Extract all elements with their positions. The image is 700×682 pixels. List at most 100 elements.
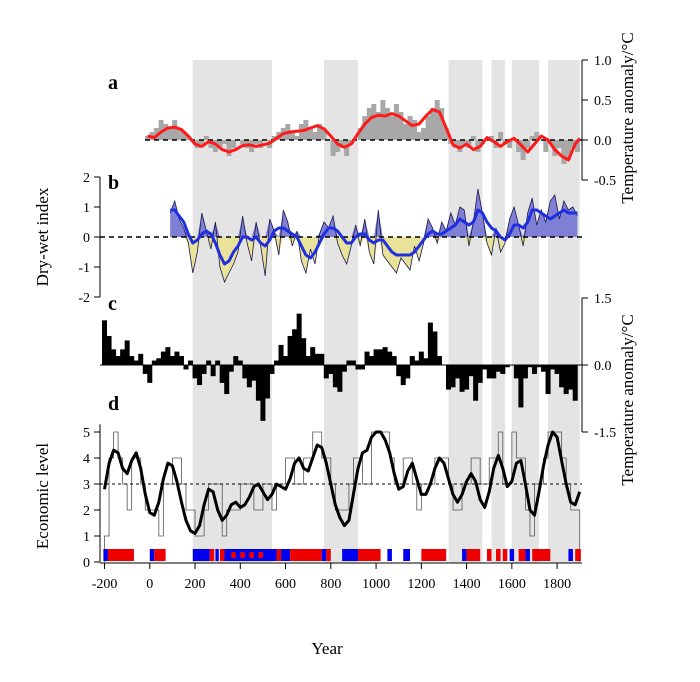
event-mark-red xyxy=(258,552,263,558)
temp-anomaly-bar xyxy=(301,338,307,365)
temp-anomaly-bar xyxy=(355,365,361,370)
temp-anomaly-bar xyxy=(264,365,270,399)
y-axis-label-d: Economic level xyxy=(33,443,52,549)
temp-anomaly-bar xyxy=(486,365,492,379)
temp-anomaly-bar xyxy=(111,349,117,365)
anomaly-bar xyxy=(375,112,381,140)
x-axis-label: Year xyxy=(311,639,343,658)
panel-a-ytick-label: 0.5 xyxy=(594,94,612,109)
temp-anomaly-bar xyxy=(450,365,456,388)
temp-anomaly-bar xyxy=(482,365,488,370)
temp-anomaly-bar xyxy=(382,347,388,365)
temp-anomaly-bar xyxy=(495,365,501,372)
panel-d-ytick-label: 3 xyxy=(83,478,90,493)
temp-anomaly-bar xyxy=(378,349,384,365)
anomaly-bar xyxy=(398,112,404,140)
temp-anomaly-bar xyxy=(423,358,429,365)
temp-anomaly-bar xyxy=(156,358,162,365)
anomaly-bar xyxy=(443,128,449,140)
panel-letter-a: a xyxy=(108,72,118,94)
temp-anomaly-bar xyxy=(337,365,343,392)
anomaly-bar xyxy=(312,132,318,140)
temp-anomaly-bar xyxy=(550,365,556,370)
event-segment-red xyxy=(219,549,225,561)
event-segment-red xyxy=(466,549,481,561)
panel-a-ytick-label: 1.0 xyxy=(594,54,612,69)
anomaly-bar xyxy=(181,132,187,140)
anomaly-bar xyxy=(221,140,227,144)
temp-anomaly-bar xyxy=(369,356,375,365)
temp-anomaly-bar xyxy=(160,351,166,365)
event-segment-blue xyxy=(509,549,515,561)
event-bar xyxy=(103,549,581,561)
temp-anomaly-bar xyxy=(459,365,465,392)
anomaly-bar xyxy=(380,100,386,140)
temp-anomaly-bar xyxy=(432,331,438,365)
anomaly-bar xyxy=(217,140,223,148)
temp-anomaly-bar xyxy=(151,360,157,365)
event-mark-red xyxy=(240,552,245,558)
temp-anomaly-bar xyxy=(219,365,225,383)
temp-anomaly-bar xyxy=(224,365,230,395)
temp-anomaly-bar xyxy=(491,365,497,379)
temp-anomaly-bar xyxy=(396,365,402,377)
temp-anomaly-bar xyxy=(541,365,547,372)
x-axis: -200 0 200 400 600 800 1000 1200 1400 1600 1800 xyxy=(92,562,582,592)
temp-anomaly-bar xyxy=(138,353,144,365)
event-segment-blue xyxy=(568,549,573,561)
temp-anomaly-bar xyxy=(563,365,569,395)
temp-anomaly-bar xyxy=(500,365,506,374)
anomaly-bar xyxy=(317,124,323,140)
economic-smooth-line xyxy=(103,430,582,535)
temp-anomaly-bar xyxy=(201,365,207,374)
xtick-label: 1600 xyxy=(498,577,526,592)
anomaly-bar xyxy=(461,140,467,144)
panel-letter-d: d xyxy=(108,393,119,415)
temp-anomaly-bar xyxy=(572,365,578,401)
xtick-label: 1800 xyxy=(543,577,571,592)
temp-anomaly-bar xyxy=(323,365,329,379)
xtick-label: 800 xyxy=(320,577,341,592)
temp-anomaly-bar xyxy=(405,365,411,379)
temp-anomaly-bar xyxy=(260,365,266,421)
event-segment-red xyxy=(357,549,381,561)
temp-anomaly-bar xyxy=(296,313,302,365)
panel-a: 1.0 0.5 0.0 -0.5 xyxy=(145,54,616,189)
temp-anomaly-bar xyxy=(568,365,574,390)
panel-a-ytick-label: -0.5 xyxy=(594,174,616,189)
anomaly-bar xyxy=(574,140,580,152)
temp-anomaly-bar xyxy=(341,365,347,372)
temp-anomaly-bar xyxy=(464,365,470,390)
panel-c-ytick-label: 1.5 xyxy=(594,292,612,307)
xtick-label: 400 xyxy=(230,577,251,592)
xtick-label: 0 xyxy=(146,577,153,592)
anomaly-bar xyxy=(208,140,214,148)
anomaly-bar xyxy=(384,108,390,140)
event-mark-red xyxy=(231,552,236,558)
event-segment-blue xyxy=(149,549,155,561)
panel-b-ytick-label: 1 xyxy=(83,201,90,216)
panel-d-ytick-label: 5 xyxy=(83,426,90,441)
temp-anomaly-bar xyxy=(545,365,551,395)
xtick-label: 600 xyxy=(275,577,296,592)
anomaly-bar xyxy=(389,116,395,140)
event-segment-blue xyxy=(342,549,358,561)
temp-anomaly-bar xyxy=(536,365,542,368)
anomaly-bar xyxy=(430,108,436,140)
temp-anomaly-bar xyxy=(314,353,320,365)
anomaly-bar xyxy=(321,128,327,140)
event-segment-red xyxy=(107,549,134,561)
panel-d: 5 4 3 2 1 0 xyxy=(83,424,582,571)
event-segment-blue xyxy=(462,549,467,561)
anomaly-bar xyxy=(362,116,368,140)
temp-anomaly-bar xyxy=(504,365,510,368)
temp-anomaly-bar xyxy=(115,356,121,365)
event-segment-blue xyxy=(403,549,411,561)
anomaly-bar xyxy=(520,140,526,160)
temp-anomaly-bar xyxy=(287,335,293,365)
temp-anomaly-bar xyxy=(102,320,108,365)
xtick-label: 1000 xyxy=(362,577,390,592)
xtick-label: -200 xyxy=(92,577,118,592)
panel-d-ytick-label: 2 xyxy=(83,504,90,519)
